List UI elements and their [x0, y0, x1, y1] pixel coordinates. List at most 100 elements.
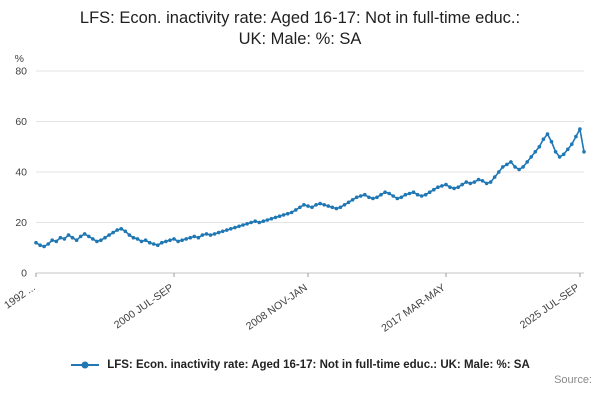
data-point — [273, 215, 278, 220]
data-point — [423, 192, 428, 197]
data-point — [261, 219, 266, 223]
y-axis-unit-label: % — [15, 53, 24, 65]
data-point — [184, 236, 188, 241]
data-point — [403, 192, 408, 197]
data-point — [62, 236, 67, 241]
data-point — [87, 234, 91, 239]
data-point — [505, 162, 509, 167]
data-point — [517, 167, 521, 172]
data-point — [302, 202, 306, 207]
data-point — [249, 220, 253, 225]
data-point — [156, 243, 160, 247]
x-tick-label: 2017 MAR-MAY — [379, 282, 447, 335]
data-point — [58, 235, 63, 240]
data-point — [432, 187, 436, 192]
source-label: Source: — [554, 373, 592, 386]
data-point — [513, 164, 517, 169]
data-point — [358, 194, 363, 198]
data-point — [78, 234, 83, 239]
data-point — [379, 192, 383, 197]
data-point — [66, 233, 71, 237]
data-point — [277, 214, 282, 218]
data-point — [541, 137, 546, 141]
data-point — [371, 196, 375, 201]
data-point — [561, 152, 566, 156]
data-point — [452, 186, 456, 191]
data-point — [111, 230, 115, 235]
data-point — [497, 170, 501, 174]
x-tick-label: 2025 JUL-SEP — [518, 282, 582, 332]
data-point — [229, 226, 233, 231]
data-point — [566, 147, 570, 151]
data-point — [123, 229, 128, 233]
data-point — [582, 149, 586, 154]
data-point — [253, 219, 257, 223]
legend: LFS: Econ. inactivity rate: Aged 16-17: … — [0, 359, 600, 371]
data-point — [245, 221, 249, 226]
data-point — [314, 202, 318, 207]
data-point — [310, 205, 314, 209]
data-point — [119, 226, 123, 231]
data-point — [411, 190, 416, 194]
data-point — [549, 139, 554, 144]
data-point — [269, 216, 274, 221]
data-point — [350, 197, 355, 202]
data-point — [208, 233, 213, 237]
data-point — [192, 234, 197, 239]
data-point — [298, 205, 302, 209]
data-point — [440, 183, 444, 188]
data-point — [212, 231, 217, 236]
data-point — [180, 238, 184, 242]
chart-page: LFS: Econ. inactivity rate: Aged 16-17: … — [0, 8, 600, 408]
data-point — [160, 240, 164, 245]
data-point — [501, 164, 505, 169]
data-point — [322, 202, 327, 207]
data-point — [456, 185, 461, 189]
data-point — [346, 200, 351, 204]
data-point — [419, 194, 424, 198]
data-point — [74, 238, 79, 242]
x-tick-label: 1992 ... — [2, 282, 38, 312]
data-point — [216, 230, 221, 235]
data-point — [363, 192, 367, 197]
data-point — [557, 154, 562, 159]
data-point — [488, 180, 493, 184]
data-point — [82, 231, 87, 236]
y-tick-label: 60 — [15, 116, 27, 128]
data-point — [91, 236, 95, 241]
legend-label: LFS: Econ. inactivity rate: Aged 16-17: … — [107, 358, 530, 371]
data-point — [399, 195, 404, 199]
legend-marker-icon — [71, 361, 100, 369]
data-point — [265, 218, 270, 222]
data-point — [200, 233, 205, 237]
data-point — [407, 191, 412, 196]
data-point — [225, 228, 229, 232]
data-point — [127, 233, 132, 237]
data-point — [525, 159, 529, 164]
data-point — [472, 180, 477, 184]
data-point — [188, 235, 193, 240]
data-point — [233, 225, 237, 230]
y-tick-label: 80 — [15, 65, 27, 77]
data-point — [50, 238, 54, 242]
data-point — [95, 239, 99, 244]
data-point — [115, 228, 119, 232]
data-point — [464, 180, 469, 184]
data-point — [480, 178, 485, 183]
data-point — [151, 242, 156, 246]
chart-title: LFS: Econ. inactivity rate: Aged 16-17: … — [79, 9, 521, 49]
data-point — [387, 191, 392, 196]
data-point — [537, 144, 542, 149]
data-point — [70, 235, 75, 240]
data-point — [375, 195, 379, 199]
data-point — [330, 205, 335, 209]
data-point — [342, 202, 347, 207]
data-point — [241, 223, 245, 227]
data-point — [220, 229, 225, 233]
data-point — [444, 182, 448, 187]
data-point — [395, 196, 400, 201]
data-point — [326, 204, 331, 208]
data-point — [143, 238, 148, 242]
data-point — [521, 164, 525, 169]
data-point — [533, 149, 538, 154]
